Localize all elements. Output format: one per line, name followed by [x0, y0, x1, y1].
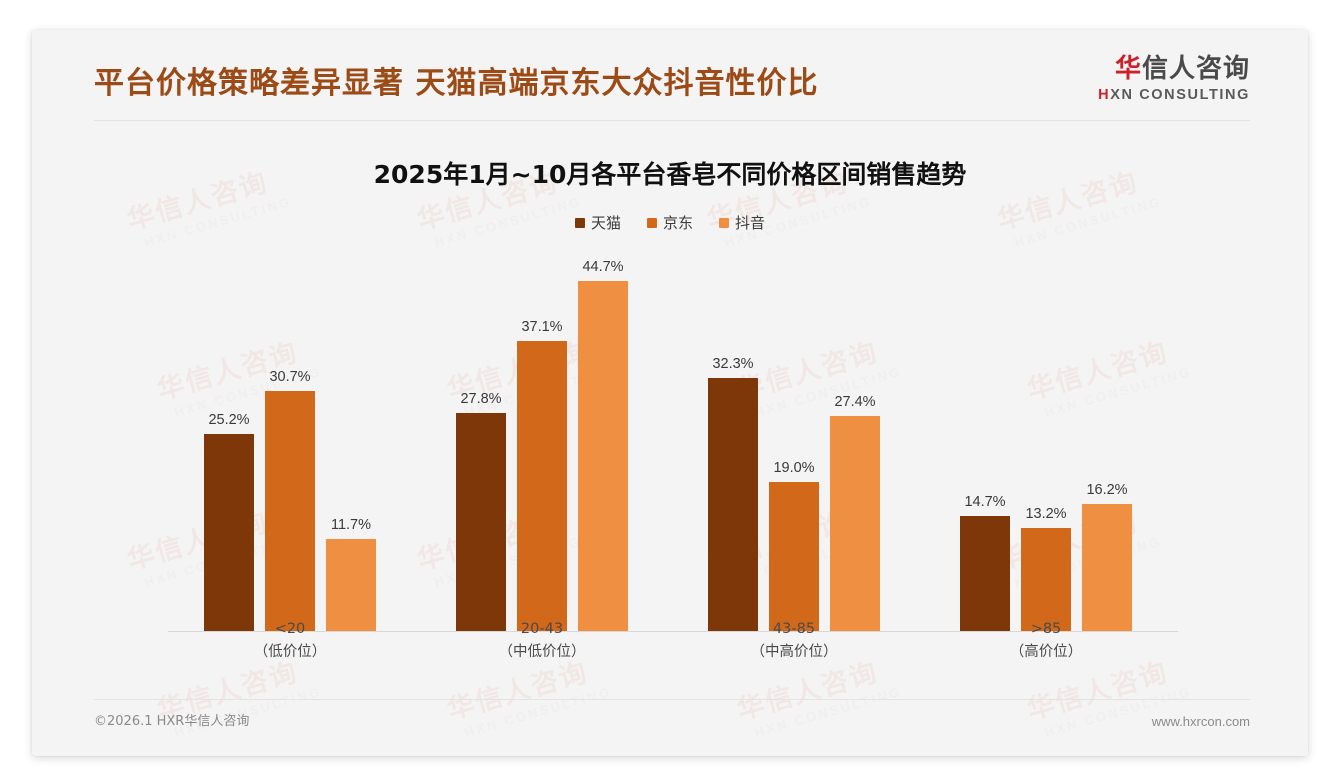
x-axis-category-label: 43-85 （中高价位） — [684, 618, 904, 663]
bar-value-label: 44.7% — [582, 259, 624, 275]
logo-cn-rest: 信人咨询 — [1141, 54, 1250, 84]
bar-value-label: 16.2% — [1086, 482, 1128, 499]
header-divider — [94, 120, 1250, 121]
bar-value-label: 11.7% — [330, 517, 372, 534]
legend-item-天猫[interactable]: 天猫 — [574, 212, 621, 233]
legend-label: 京东 — [662, 214, 693, 232]
footer-website: www.hxrcon.com — [1151, 714, 1250, 729]
bar-天猫->85[interactable] — [960, 515, 1010, 631]
chart-legend: 天猫 京东 抖音 — [32, 212, 1308, 233]
logo-cn-accent: 华 — [1114, 54, 1142, 84]
bar-京东-<20[interactable] — [265, 390, 315, 631]
chart-plot-area: 25.2% 30.7% 11.7% <20 （低价位） 27.8% 37.1% 44.7% 20… — [32, 30, 1308, 756]
bar-value-label: 27.8% — [460, 391, 502, 408]
x-axis-category-sub: （中高价位） — [750, 643, 838, 660]
bar-value-label: 27.4% — [834, 394, 876, 411]
footer-copyright: ©2026.1 HXR华信人咨询 — [94, 714, 250, 729]
x-axis-category-label: <20 （低价位） — [180, 618, 400, 663]
logo-en-rest: XN CONSULTING — [1110, 87, 1250, 103]
legend-swatch-icon — [574, 217, 585, 228]
bar-天猫-<20[interactable] — [204, 433, 254, 631]
legend-label: 抖音 — [735, 214, 766, 232]
bar-value-label: 25.2% — [208, 411, 250, 428]
x-axis-category-label: 20-43 （中低价位） — [432, 618, 652, 663]
bar-value-label: 19.0% — [773, 460, 815, 477]
x-axis-category-label: >85 （高价位） — [936, 618, 1156, 663]
footer-divider — [94, 699, 1250, 700]
bar-value-label: 14.7% — [964, 493, 1006, 510]
legend-swatch-icon — [646, 217, 657, 228]
chart-title: 2025年1月~10月各平台香皂不同价格区间销售趋势 — [373, 160, 967, 189]
logo-en-accent: H — [1098, 87, 1111, 103]
x-axis-category-main: 43-85 — [772, 621, 816, 638]
slide-header: 平台价格策略差异显著 天猫高端京东大众抖音性价比 华信人咨询 HXN CONSU… — [32, 30, 1308, 122]
legend-label: 天猫 — [590, 214, 621, 232]
page-title: 平台价格策略差异显著 天猫高端京东大众抖音性价比 — [94, 66, 819, 101]
bar-天猫-43-85[interactable] — [708, 378, 758, 631]
x-axis-category-sub: （中低价位） — [498, 643, 586, 660]
legend-item-抖音[interactable]: 抖音 — [719, 212, 765, 233]
bar-value-label: 32.3% — [712, 356, 754, 373]
x-axis-category-sub: （高价位） — [1009, 643, 1083, 660]
bar-抖音-43-85[interactable] — [830, 416, 880, 631]
legend-item-京东[interactable]: 京东 — [646, 212, 693, 233]
logo-chinese-text: 华信人咨询 — [1098, 56, 1250, 82]
company-logo: 华信人咨询 HXN CONSULTING — [1098, 56, 1250, 103]
x-axis-category-sub: （低价位） — [253, 643, 327, 660]
x-axis-line — [168, 631, 1178, 632]
bar-抖音-<20[interactable] — [326, 539, 376, 631]
slide-card: 华信人咨询 HXN CONSULTING 华信人咨询 HXN CONSULTING 华信… — [32, 30, 1308, 756]
bar-京东-43-85[interactable] — [769, 482, 819, 631]
bar-value-label: 30.7% — [269, 368, 311, 385]
bar-value-label: 13.2% — [1025, 505, 1067, 522]
x-axis-category-main: >85 — [1030, 621, 1062, 638]
logo-english-text: HXN CONSULTING — [1098, 88, 1250, 103]
bar-京东->85[interactable] — [1021, 527, 1071, 631]
bar-抖音-20-43[interactable] — [578, 281, 628, 631]
x-axis-category-main: 20-43 — [520, 621, 564, 638]
bar-value-label: 37.1% — [521, 318, 563, 335]
x-axis-category-main: <20 — [274, 621, 306, 638]
legend-swatch-icon — [719, 217, 729, 228]
bar-京东-20-43[interactable] — [517, 340, 567, 631]
bar-抖音->85[interactable] — [1082, 504, 1132, 631]
bar-天猫-20-43[interactable] — [456, 413, 506, 631]
